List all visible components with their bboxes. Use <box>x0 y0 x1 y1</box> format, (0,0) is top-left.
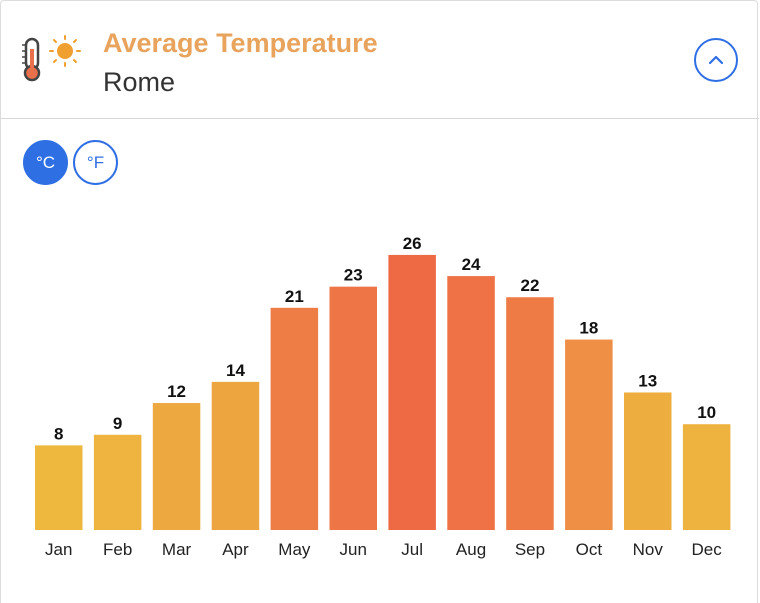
card-title: Average Temperature <box>103 28 378 58</box>
month-label-oct: Oct <box>576 540 603 559</box>
city-name: Rome <box>103 67 176 97</box>
bar-oct <box>565 339 613 530</box>
bar-feb <box>93 434 142 530</box>
bar-jul <box>388 254 436 531</box>
bar-value-apr: 14 <box>226 361 245 380</box>
bar-value-nov: 13 <box>638 371 657 390</box>
bar-apr <box>211 381 260 530</box>
card-header: Average Temperature Rome <box>1 1 759 119</box>
month-label-apr: Apr <box>222 540 249 559</box>
bar-aug <box>447 276 495 530</box>
month-label-feb: Feb <box>103 540 132 559</box>
bar-may <box>270 307 319 530</box>
bar-value-dec: 10 <box>697 403 716 422</box>
bar-sep <box>506 297 554 530</box>
month-label-dec: Dec <box>692 540 723 559</box>
bar-value-mar: 12 <box>167 382 186 401</box>
chevron-up-icon <box>708 55 724 65</box>
bar-dec <box>682 424 731 530</box>
bar-mar <box>152 403 201 530</box>
bar-value-aug: 24 <box>462 255 481 274</box>
celsius-toggle[interactable]: °C <box>23 140 68 185</box>
bar-value-jul: 26 <box>403 234 422 253</box>
bar-value-oct: 18 <box>579 319 598 338</box>
month-label-may: May <box>278 540 311 559</box>
bar-nov <box>624 392 672 530</box>
month-label-jan: Jan <box>45 540 72 559</box>
month-label-sep: Sep <box>515 540 545 559</box>
bar-value-jan: 8 <box>54 424 63 443</box>
bar-jan <box>35 445 83 530</box>
thermometer-sun-icon <box>22 35 81 82</box>
bar-value-sep: 22 <box>520 276 539 295</box>
temperature-bar-chart: 8 Jan 9 Feb 12 Mar 14 Apr 21 May 23 Jun 26 Jul 24 Aug 22… <box>35 234 731 559</box>
bar-value-feb: 9 <box>113 414 122 433</box>
month-label-jul: Jul <box>401 540 423 559</box>
collapse-button[interactable] <box>694 38 738 82</box>
bar-jun <box>329 286 377 530</box>
bar-value-jun: 23 <box>344 266 363 285</box>
bar-value-may: 21 <box>285 287 304 306</box>
month-label-nov: Nov <box>633 540 664 559</box>
month-label-aug: Aug <box>456 540 486 559</box>
month-label-jun: Jun <box>340 540 367 559</box>
month-label-mar: Mar <box>162 540 192 559</box>
fahrenheit-toggle[interactable]: °F <box>73 140 118 185</box>
